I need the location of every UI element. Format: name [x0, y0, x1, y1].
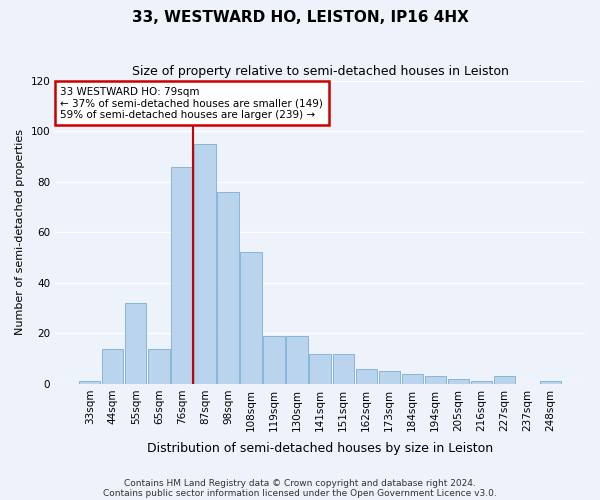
Bar	[332, 354, 353, 384]
Bar	[310, 354, 331, 384]
Bar	[148, 348, 170, 384]
Bar	[241, 252, 262, 384]
Bar	[79, 382, 100, 384]
Bar	[356, 368, 377, 384]
Bar	[125, 303, 146, 384]
Bar	[401, 374, 423, 384]
Bar	[425, 376, 446, 384]
Bar	[286, 336, 308, 384]
X-axis label: Distribution of semi-detached houses by size in Leiston: Distribution of semi-detached houses by …	[147, 442, 493, 455]
Title: Size of property relative to semi-detached houses in Leiston: Size of property relative to semi-detach…	[131, 65, 509, 78]
Text: 33 WESTWARD HO: 79sqm
← 37% of semi-detached houses are smaller (149)
59% of sem: 33 WESTWARD HO: 79sqm ← 37% of semi-deta…	[61, 86, 323, 120]
Bar	[217, 192, 239, 384]
Bar	[263, 336, 284, 384]
Bar	[102, 348, 124, 384]
Text: Contains HM Land Registry data © Crown copyright and database right 2024.: Contains HM Land Registry data © Crown c…	[124, 478, 476, 488]
Bar	[540, 382, 561, 384]
Text: Contains public sector information licensed under the Open Government Licence v3: Contains public sector information licen…	[103, 488, 497, 498]
Bar	[194, 144, 215, 384]
Bar	[470, 382, 492, 384]
Text: 33, WESTWARD HO, LEISTON, IP16 4HX: 33, WESTWARD HO, LEISTON, IP16 4HX	[131, 10, 469, 25]
Bar	[172, 166, 193, 384]
Bar	[448, 379, 469, 384]
Bar	[379, 372, 400, 384]
Bar	[494, 376, 515, 384]
Y-axis label: Number of semi-detached properties: Number of semi-detached properties	[15, 129, 25, 335]
